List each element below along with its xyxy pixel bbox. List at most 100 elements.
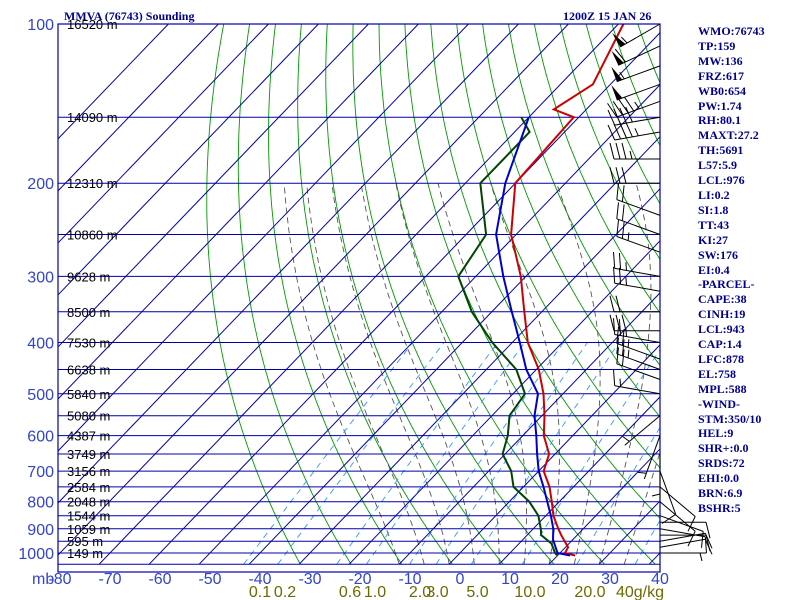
pressure-tick-label: 800 (27, 495, 54, 512)
wind-barb-feather (616, 183, 619, 200)
temperature-tick-label: -40 (248, 571, 271, 588)
dry-adiabat-line (297, 24, 453, 565)
wind-barb-feather (613, 318, 616, 335)
isotherm-line (58, 24, 519, 504)
plot-frame (57, 23, 661, 573)
wind-barb-shaft (618, 45, 661, 66)
wind-barb-half-feather (627, 349, 630, 358)
index-item: TP:159 (698, 38, 736, 53)
wind-barb-shaft (659, 486, 696, 517)
mixing-ratio-label: 0.2 (274, 584, 296, 600)
moist-adiabat-line (598, 183, 652, 565)
pressure-tick-label: 900 (27, 522, 54, 539)
wind-barb-feather (613, 123, 622, 140)
wind-barb-feather (705, 522, 711, 539)
index-item: KI:27 (698, 232, 728, 247)
index-item: -PARCEL- (698, 277, 755, 292)
mixing-ratio-line (576, 426, 660, 565)
index-item: CAP:1.4 (698, 337, 742, 352)
height-label: 7530 m (67, 336, 110, 351)
temperature-tick-label: -60 (148, 571, 171, 588)
wind-barb-half-feather (621, 36, 628, 44)
wind-barb-feather (616, 202, 619, 219)
wind-barb-feather (613, 251, 616, 269)
wind-barb-half-feather (638, 471, 647, 474)
index-item: SI:1.8 (698, 202, 729, 217)
wind-barb-shaft (616, 353, 661, 370)
wind-barb-shaft (614, 385, 661, 395)
index-item: MW:136 (698, 53, 743, 68)
observation-time: 1200Z 15 JAN 26 (563, 9, 652, 23)
wind-barb (609, 142, 660, 160)
wind-barb-half-feather (619, 378, 622, 387)
wind-barb-half-feather (699, 552, 703, 562)
wind-barb-half-feather (625, 262, 627, 271)
index-item: EHI:0.0 (698, 471, 740, 486)
wind-barb-feather (625, 106, 633, 123)
isotherm-line (58, 24, 219, 192)
wind-barb (611, 45, 661, 66)
wind-barb-feather (701, 531, 704, 548)
wind-barb-feather (613, 266, 616, 284)
wind-barb-feather (615, 314, 621, 331)
wind-barb-half-feather (634, 128, 639, 137)
height-label: 10860 m (67, 228, 118, 243)
wind-barb-feather (625, 121, 633, 138)
isotherm-line (448, 344, 660, 565)
index-item: EL:758 (698, 366, 737, 381)
mixing-ratio-line (409, 342, 564, 565)
wind-barb-shaft (659, 528, 706, 538)
height-label: 2584 m (67, 480, 110, 495)
temperature-tick-label: -70 (98, 571, 121, 588)
height-label: 149 m (67, 546, 103, 561)
index-item: MPL:588 (698, 381, 747, 396)
wind-barb (609, 167, 660, 184)
mixing-ratio-line (366, 342, 525, 565)
isotherm-line (58, 24, 319, 296)
wind-barb-pennant (612, 33, 626, 47)
temperature-tick-label: 0 (456, 571, 465, 588)
index-item: WMO:76743 (698, 24, 765, 38)
wind-barb-feather (619, 107, 627, 124)
index-item: CAPE:38 (698, 292, 747, 307)
mixing-ratio-label: 0.1 (249, 584, 271, 600)
wind-barb-half-feather (651, 493, 661, 497)
index-item: TT:43 (698, 217, 730, 232)
wind-barb (611, 83, 661, 101)
wind-barb (622, 415, 661, 446)
dry-adiabat-line (404, 24, 656, 565)
wind-barb-shaft (616, 199, 661, 216)
wind-barb-shaft (616, 100, 661, 118)
wind-barb (659, 486, 696, 532)
isotherm-line (548, 448, 660, 565)
height-label: 16520 m (67, 17, 118, 32)
dry-adiabat-line (325, 24, 504, 565)
wind-barb-shaft (616, 236, 661, 253)
wind-barb (609, 295, 660, 313)
index-item: CINH:19 (698, 307, 746, 322)
dry-adiabat-line (533, 24, 660, 314)
wind-barb-shaft (643, 435, 661, 480)
wind-barb-shaft (616, 342, 661, 360)
wind-barb (660, 521, 711, 539)
index-item: LFC:878 (698, 351, 744, 366)
wind-barb-feather (704, 536, 707, 554)
index-item: BRN:6.9 (698, 486, 743, 501)
pressure-tick-label: 300 (27, 269, 54, 286)
wind-barb-feather (618, 99, 629, 114)
wind-barb-shaft (619, 23, 661, 48)
isotherm-line (58, 24, 369, 348)
mixing-ratio-label: 0.6 (339, 584, 361, 600)
wind-barb-shaft (614, 131, 661, 141)
wind-barb-feather (614, 48, 626, 63)
mixing-ratio-line (277, 342, 445, 565)
wind-barb-shaft (614, 282, 661, 292)
index-item: SW:176 (698, 247, 739, 262)
wind-barb-half-feather (629, 150, 633, 160)
temperature-tick-label: -30 (298, 571, 321, 588)
mixing-ratio-line (336, 342, 498, 565)
wind-barb-feather (618, 252, 622, 270)
temperature-tick-label: 10 (501, 571, 519, 588)
isotherm-line (58, 24, 269, 244)
